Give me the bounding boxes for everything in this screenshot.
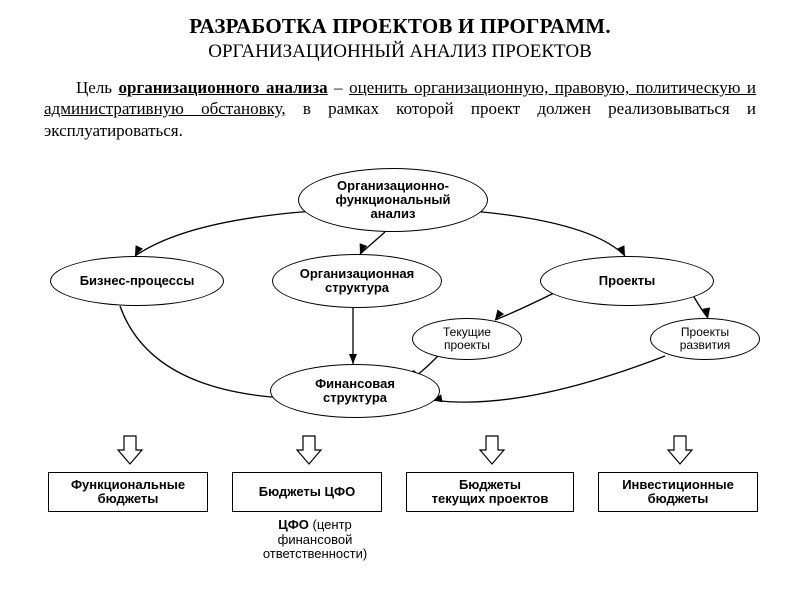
node-projects: Проекты — [540, 256, 714, 306]
box-investment-budgets: Инвестиционныебюджеты — [598, 472, 758, 512]
page-title-line2: ОРГАНИЗАЦИОННЫЙ АНАЛИЗ ПРОЕКТОВ — [0, 41, 800, 63]
para-lead: Цель — [76, 78, 112, 97]
box-functional-budgets: Функциональныебюджеты — [48, 472, 208, 512]
para-dash-char: – — [334, 78, 343, 97]
node-current-projects: Текущиепроекты — [412, 318, 522, 360]
intro-paragraph: Цель организационного анализа – оценить … — [44, 77, 756, 141]
node-business-processes: Бизнес-процессы — [50, 256, 224, 306]
node-org-structure: Организационнаяструктура — [272, 254, 442, 308]
node-financial-structure: Финансоваяструктура — [270, 364, 440, 418]
node-dev-projects: Проектыразвития — [650, 318, 760, 360]
box-current-project-budgets: Бюджетытекущих проектов — [406, 472, 574, 512]
page-title-line1: РАЗРАБОТКА ПРОЕКТОВ И ПРОГРАММ. — [0, 14, 800, 39]
para-bold-u: организационного анализа — [119, 78, 328, 97]
node-org-func-analysis: Организационно-функциональныйанализ — [298, 168, 488, 232]
diagram-area: Организационно-функциональныйанализ Бизн… — [0, 160, 800, 600]
box-cfo-budgets: Бюджеты ЦФО — [232, 472, 382, 512]
footnote-cfo: ЦФО (центрфинансовойответственности) — [230, 518, 400, 562]
footnote-lead: ЦФО — [278, 517, 312, 532]
